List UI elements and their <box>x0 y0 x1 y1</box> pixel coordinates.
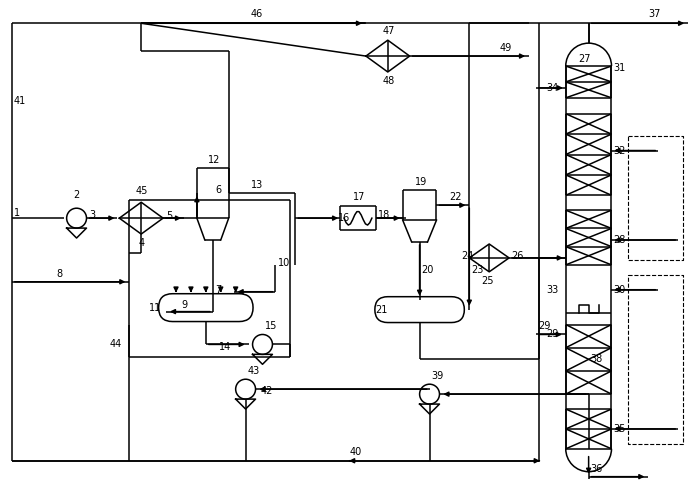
Text: 28: 28 <box>614 235 626 245</box>
Text: 1: 1 <box>14 208 20 218</box>
Text: 6: 6 <box>216 185 222 195</box>
Text: 14: 14 <box>219 343 231 352</box>
Text: 29: 29 <box>546 330 559 340</box>
Text: 45: 45 <box>135 186 147 196</box>
Text: 15: 15 <box>264 322 277 331</box>
Text: 17: 17 <box>353 192 366 202</box>
Text: 41: 41 <box>14 96 26 106</box>
Text: 23: 23 <box>471 265 484 275</box>
Text: 37: 37 <box>648 9 661 19</box>
Text: 43: 43 <box>247 366 260 376</box>
Text: 31: 31 <box>614 63 626 73</box>
Text: 34: 34 <box>546 83 558 93</box>
Text: 32: 32 <box>614 145 626 156</box>
Text: 3: 3 <box>89 210 96 220</box>
Text: 36: 36 <box>591 464 603 474</box>
Text: 13: 13 <box>250 180 263 191</box>
Text: 40: 40 <box>350 447 362 457</box>
Text: 44: 44 <box>109 339 122 349</box>
Text: 22: 22 <box>449 192 462 202</box>
Text: 33: 33 <box>546 285 558 295</box>
Text: 4: 4 <box>138 238 144 248</box>
Text: 20: 20 <box>421 265 434 275</box>
Text: 49: 49 <box>499 43 512 53</box>
Text: 30: 30 <box>614 285 626 295</box>
Text: 5: 5 <box>166 211 173 221</box>
Text: 9: 9 <box>181 299 187 310</box>
Text: 46: 46 <box>250 9 263 19</box>
Text: 27: 27 <box>579 54 591 64</box>
Text: 25: 25 <box>481 276 493 286</box>
Text: 12: 12 <box>208 156 220 165</box>
Text: 10: 10 <box>278 258 291 268</box>
Text: 19: 19 <box>415 177 427 187</box>
Text: 48: 48 <box>383 76 395 86</box>
Text: 16: 16 <box>338 213 350 223</box>
Text: 47: 47 <box>383 26 395 36</box>
Text: 2: 2 <box>73 190 80 200</box>
Text: 39: 39 <box>431 371 444 381</box>
Text: 7: 7 <box>215 285 221 295</box>
Text: 42: 42 <box>261 386 273 396</box>
Text: 29: 29 <box>538 322 550 331</box>
Text: 26: 26 <box>511 251 524 261</box>
Text: 8: 8 <box>57 269 63 279</box>
Text: 11: 11 <box>149 303 161 312</box>
Text: 18: 18 <box>378 210 390 220</box>
Text: 24: 24 <box>461 251 474 261</box>
Text: 35: 35 <box>614 424 626 434</box>
Text: 21: 21 <box>375 305 387 314</box>
Text: 38: 38 <box>591 354 603 364</box>
